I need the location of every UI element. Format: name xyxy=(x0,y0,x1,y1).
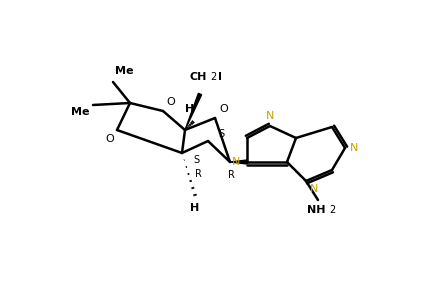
Text: 2: 2 xyxy=(329,205,335,215)
Text: H: H xyxy=(186,104,194,114)
Text: O: O xyxy=(105,134,114,144)
Text: O: O xyxy=(219,104,228,114)
Polygon shape xyxy=(185,93,202,130)
Text: I: I xyxy=(218,72,222,82)
Text: H: H xyxy=(190,203,200,213)
Text: N: N xyxy=(232,157,240,167)
Text: O: O xyxy=(166,97,175,107)
Polygon shape xyxy=(230,160,247,164)
Text: NH: NH xyxy=(307,205,325,215)
Text: 2: 2 xyxy=(210,72,216,82)
Text: S: S xyxy=(193,155,199,165)
Text: S: S xyxy=(218,129,224,139)
Text: N: N xyxy=(310,184,318,194)
Text: Me: Me xyxy=(72,107,90,117)
Text: CH: CH xyxy=(190,72,207,82)
Text: N: N xyxy=(350,143,358,153)
Text: N: N xyxy=(266,111,274,121)
Text: Me: Me xyxy=(115,66,134,76)
Text: R: R xyxy=(195,169,202,179)
Text: R: R xyxy=(228,170,235,180)
